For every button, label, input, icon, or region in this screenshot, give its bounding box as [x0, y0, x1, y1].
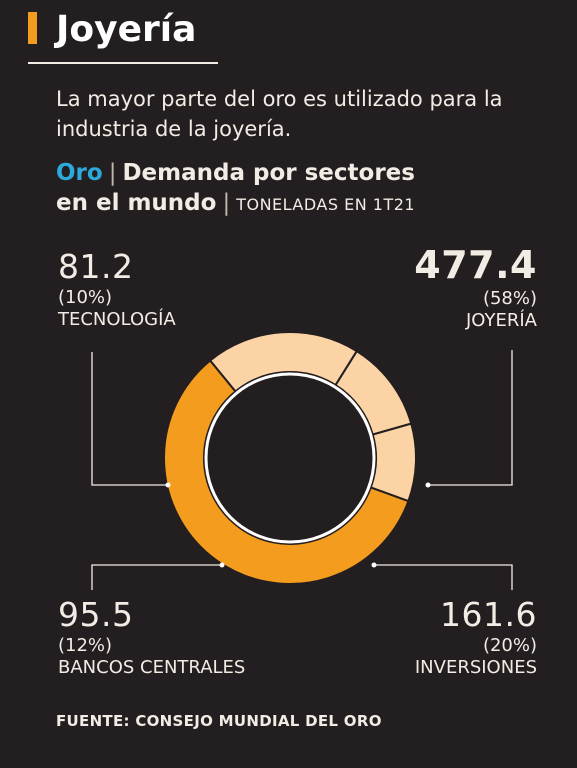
- leader-line-inversiones: [374, 564, 513, 590]
- slice-name: JOYERÍA: [466, 310, 537, 331]
- donut-slice-joyeria: [163, 359, 410, 585]
- leader-dot-tecnologia: [165, 482, 171, 488]
- heading-separator-2: |: [222, 190, 231, 216]
- slice-percent: (58%): [482, 288, 537, 309]
- title-underline: [28, 62, 218, 64]
- heading-separator: |: [108, 160, 117, 186]
- subtitle: La mayor parte del oro es utilizado para…: [56, 87, 503, 141]
- leader-dot-bancos-centrales: [219, 562, 225, 568]
- heading-title-line-2: en el mundo: [56, 190, 217, 216]
- leader-line-joyeria: [428, 350, 513, 486]
- slice-percent: (20%): [482, 635, 537, 656]
- donut-slice-inversiones: [208, 331, 359, 393]
- donut-inner-ring: [204, 372, 376, 544]
- slice-label-joyeria: 477.4 (58%) JOYERÍA: [414, 246, 537, 330]
- slice-value: 95.5: [58, 595, 134, 634]
- leader-line-bancos-centrales: [91, 564, 222, 590]
- slice-percent: (12%): [58, 635, 113, 656]
- slice-value: 161.6: [440, 595, 537, 634]
- leader-dot-inversiones: [371, 562, 377, 568]
- leader-line-tecnologia: [91, 352, 168, 486]
- title-accent-bar: [28, 12, 37, 44]
- slice-name: BANCOS CENTRALES: [58, 657, 246, 678]
- slice-label-inversiones: 161.6 (20%) INVERSIONES: [415, 598, 537, 677]
- slice-value: 477.4: [414, 243, 537, 287]
- page-title: Joyería: [56, 9, 197, 50]
- units-label: TONELADAS EN 1T21: [236, 195, 416, 214]
- slice-value: 81.2: [58, 247, 134, 286]
- slice-label-bancos-centrales: 95.5 (12%) BANCOS CENTRALES: [58, 598, 245, 677]
- slice-name: TECNOLOGÍA: [58, 309, 176, 330]
- heading-title-line-1: Demanda por sectores: [122, 160, 415, 186]
- chart-heading-line-2: en el mundo | TONELADAS EN 1T21: [56, 188, 415, 220]
- slice-label-tecnologia: 81.2 (10%) TECNOLOGÍA: [58, 250, 176, 329]
- slice-percent: (10%): [58, 287, 113, 308]
- slice-name: INVERSIONES: [414, 657, 537, 678]
- donut-slice-tecnologia: [369, 422, 417, 503]
- source-note: FUENTE: CONSEJO MUNDIAL DEL ORO: [56, 712, 382, 730]
- chart-heading-line-1: Oro | Demanda por sectores: [56, 158, 415, 188]
- metal-label: Oro: [56, 160, 103, 186]
- chart-heading: Oro | Demanda por sectores en el mundo | TON…: [56, 158, 415, 220]
- leader-dot-joyeria: [425, 482, 431, 488]
